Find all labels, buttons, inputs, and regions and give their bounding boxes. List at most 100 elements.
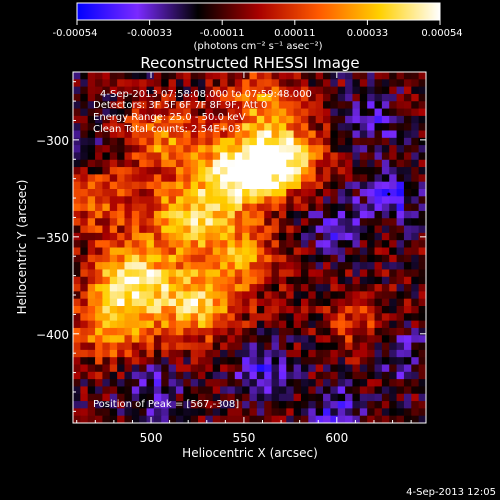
heatmap-cell bbox=[183, 108, 192, 117]
heatmap-cell bbox=[359, 357, 368, 366]
heatmap-cell bbox=[161, 284, 170, 292]
heatmap-cell bbox=[95, 364, 104, 373]
heatmap-cell bbox=[249, 335, 258, 344]
heatmap-cell bbox=[198, 203, 206, 212]
heatmap-cell bbox=[183, 357, 192, 366]
heatmap-cell bbox=[286, 327, 295, 336]
heatmap-cell bbox=[345, 335, 354, 344]
heatmap-cell bbox=[293, 196, 302, 205]
heatmap-cell bbox=[367, 152, 376, 161]
heatmap-cell bbox=[161, 145, 170, 154]
heatmap-cell bbox=[131, 364, 140, 373]
heatmap-cell bbox=[198, 210, 206, 219]
heatmap-cell bbox=[168, 232, 177, 241]
heatmap-cell bbox=[389, 218, 398, 227]
heatmap-cell bbox=[220, 269, 229, 278]
heatmap-cell bbox=[286, 408, 295, 417]
heatmap-cell bbox=[367, 371, 376, 380]
heatmap-cell bbox=[352, 174, 361, 183]
heatmap-cell bbox=[352, 123, 361, 132]
heatmap-cell bbox=[374, 269, 383, 278]
heatmap-cell bbox=[242, 320, 251, 329]
heatmap-cell bbox=[168, 159, 177, 168]
heatmap-cell bbox=[374, 327, 383, 336]
heatmap-cell bbox=[418, 386, 426, 395]
heatmap-cell bbox=[278, 101, 287, 110]
heatmap-cell bbox=[198, 357, 206, 366]
heatmap-cell bbox=[242, 86, 251, 95]
heatmap-cell bbox=[411, 386, 420, 395]
heatmap-cell bbox=[330, 298, 339, 307]
heatmap-cell bbox=[175, 313, 184, 322]
heatmap-cell bbox=[256, 254, 265, 263]
heatmap-cell bbox=[264, 306, 273, 314]
heatmap-cell bbox=[249, 174, 258, 183]
heatmap-cell bbox=[308, 232, 317, 241]
heatmap-cell bbox=[220, 93, 229, 102]
heatmap-cell bbox=[315, 379, 324, 388]
heatmap-cell bbox=[227, 401, 236, 409]
heatmap-cell bbox=[249, 306, 258, 314]
heatmap-cell bbox=[212, 145, 221, 154]
heatmap-cell bbox=[102, 115, 111, 124]
heatmap-cell bbox=[80, 232, 89, 241]
heatmap-cell bbox=[220, 415, 229, 423]
heatmap-cell bbox=[300, 189, 309, 197]
heatmap-cell bbox=[359, 152, 368, 161]
heatmap-cell bbox=[183, 379, 192, 388]
heatmap-cell bbox=[411, 415, 420, 423]
heatmap-cell bbox=[381, 167, 390, 175]
heatmap-cell bbox=[87, 79, 96, 88]
heatmap-cell bbox=[352, 115, 361, 124]
heatmap-cell bbox=[109, 93, 118, 102]
heatmap-cell bbox=[315, 159, 324, 168]
heatmap-cell bbox=[271, 276, 280, 285]
heatmap-cell bbox=[403, 108, 412, 117]
heatmap-cell bbox=[190, 269, 199, 278]
colorbar-tick-label: 0.00033 bbox=[347, 28, 388, 39]
heatmap-cell bbox=[249, 393, 258, 402]
heatmap-cell bbox=[315, 371, 324, 380]
heatmap-cell bbox=[403, 276, 412, 285]
heatmap-cell bbox=[124, 167, 133, 175]
heatmap-cell bbox=[242, 393, 251, 402]
heatmap-cell bbox=[271, 284, 280, 292]
heatmap-cell bbox=[87, 86, 96, 95]
heatmap-cell bbox=[278, 72, 287, 80]
heatmap-cell bbox=[102, 291, 111, 300]
heatmap-cell bbox=[95, 349, 104, 358]
heatmap-cell bbox=[293, 386, 302, 395]
heatmap-cell bbox=[256, 298, 265, 307]
heatmap-cell bbox=[102, 196, 111, 205]
heatmap-cell bbox=[161, 320, 170, 329]
heatmap-cell bbox=[352, 247, 361, 256]
heatmap-cell bbox=[293, 145, 302, 154]
heatmap-cell bbox=[345, 415, 354, 423]
heatmap-cell bbox=[396, 320, 405, 329]
heatmap-cell bbox=[212, 159, 221, 168]
heatmap-cell bbox=[315, 167, 324, 175]
heatmap-cell bbox=[109, 225, 118, 234]
heatmap-cell bbox=[315, 269, 324, 278]
heatmap-cell bbox=[396, 357, 405, 366]
heatmap-cell bbox=[139, 298, 148, 307]
heatmap-cell bbox=[117, 189, 126, 197]
heatmap-cell bbox=[168, 313, 177, 322]
heatmap-cell bbox=[374, 262, 383, 271]
heatmap-cell bbox=[175, 262, 184, 271]
heatmap-cell bbox=[205, 371, 214, 380]
heatmap-cell bbox=[359, 218, 368, 227]
heatmap-cell bbox=[205, 379, 214, 388]
heatmap-cell bbox=[330, 379, 339, 388]
heatmap-cell bbox=[234, 137, 243, 146]
heatmap-cell bbox=[234, 298, 243, 307]
heatmap-cell bbox=[153, 232, 162, 241]
heatmap-cell bbox=[175, 218, 184, 227]
heatmap-cell bbox=[205, 284, 214, 292]
heatmap-cell bbox=[190, 167, 199, 175]
heatmap-cell bbox=[352, 108, 361, 117]
heatmap-cell bbox=[323, 130, 331, 139]
heatmap-cell bbox=[278, 364, 287, 373]
heatmap-cell bbox=[381, 393, 390, 402]
heatmap-cell bbox=[227, 79, 236, 88]
